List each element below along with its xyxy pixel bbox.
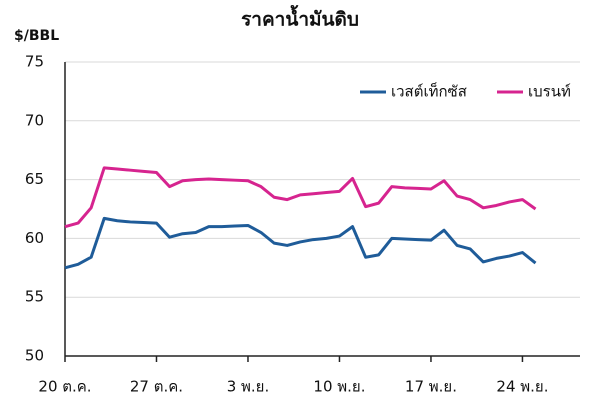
legend-label: เบรนท์ [528, 83, 571, 101]
x-tick-label: 27 ต.ค. [130, 378, 183, 396]
y-axis-label: $/BBL [14, 28, 59, 44]
chart-title: ราคาน้ำมันดิบ [241, 5, 359, 31]
y-tick-label: 65 [25, 170, 44, 188]
y-tick-label: 50 [25, 347, 44, 365]
x-tick-label: 10 พ.ย. [313, 378, 365, 396]
line-series [64, 166, 537, 229]
y-tick-label: 75 [25, 53, 44, 71]
y-tick-label: 60 [25, 229, 44, 247]
y-tick-label: 70 [25, 111, 44, 129]
x-tick-label: 20 ต.ค. [38, 378, 91, 396]
x-tick-label: 17 พ.ย. [405, 378, 457, 396]
legend-label: เวสต์เท็กซัส [391, 82, 467, 101]
line-series [64, 216, 537, 270]
x-tick-label: 3 พ.ย. [227, 378, 270, 396]
y-tick-label: 55 [25, 288, 44, 306]
x-tick-label: 24 พ.ย. [496, 378, 548, 396]
